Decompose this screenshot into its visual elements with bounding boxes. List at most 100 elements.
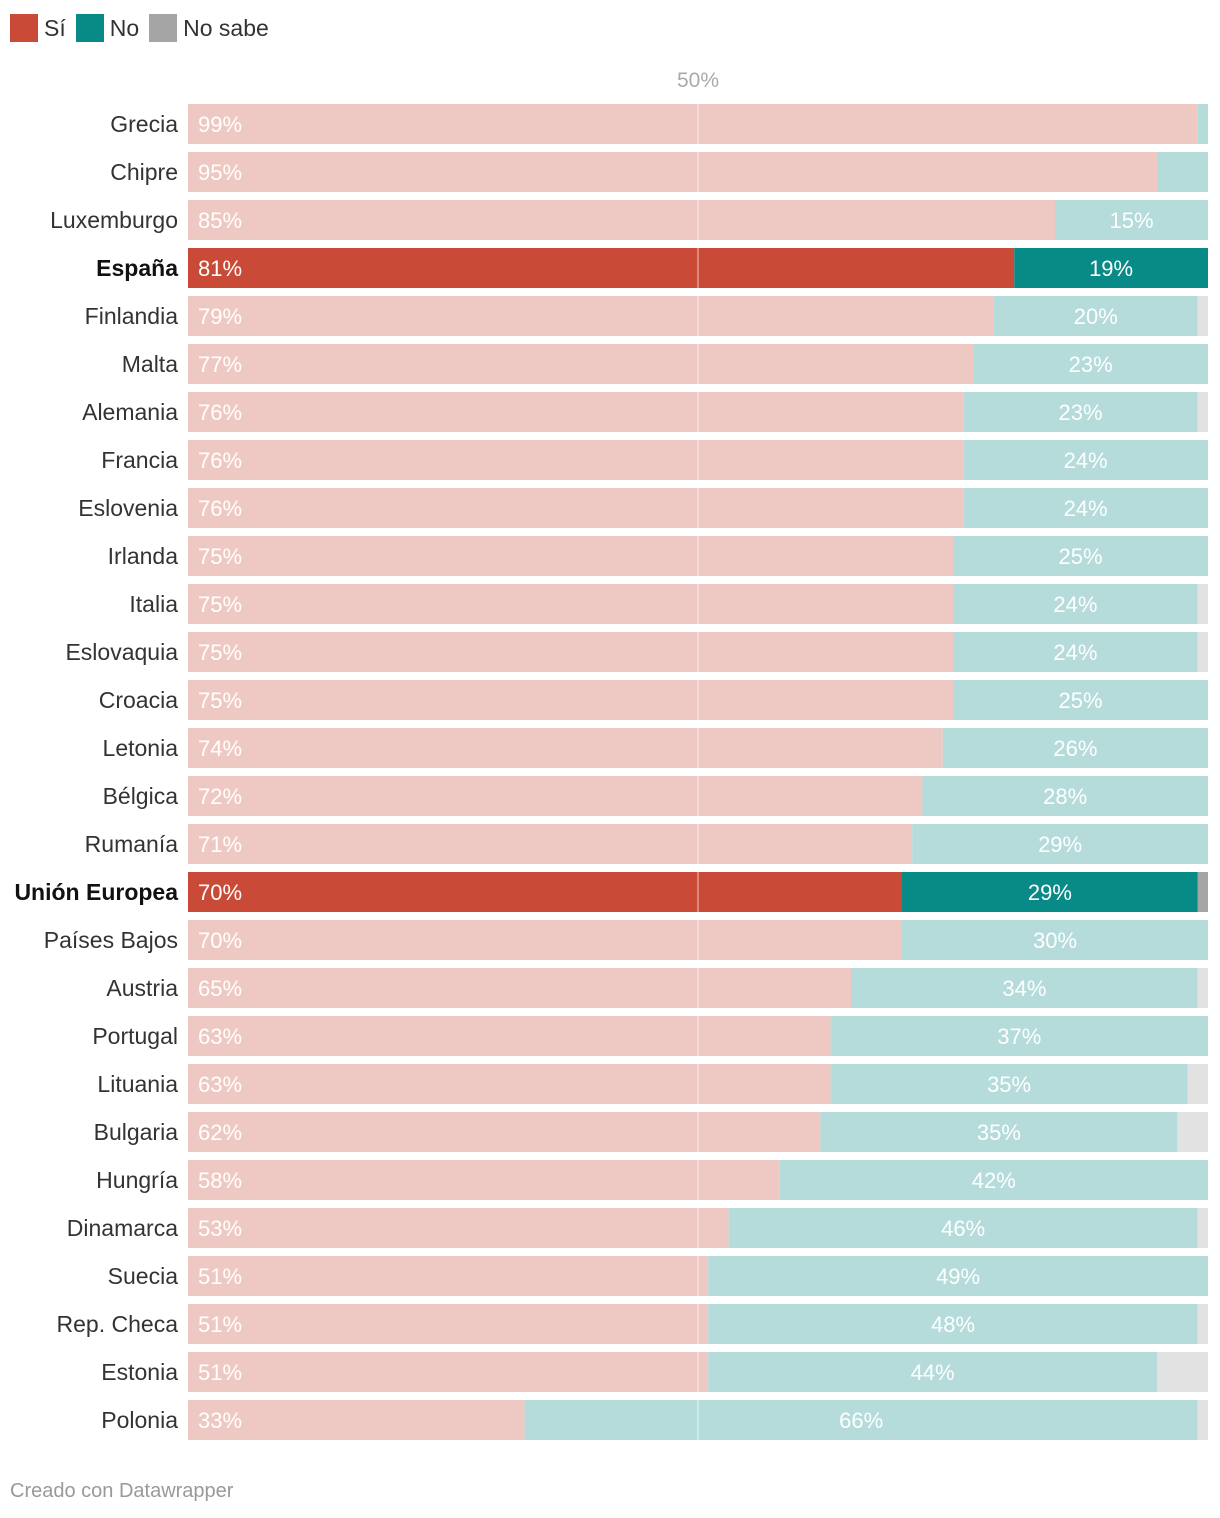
value-label-si-rep-checa: 51% [198, 1312, 242, 1337]
value-label-no-lituania: 35% [987, 1072, 1031, 1097]
category-label-portugal: Portugal [92, 1023, 178, 1049]
bar-no-polonia [524, 1400, 1198, 1440]
bar-si-hungria [188, 1160, 780, 1200]
category-label-italia: Italia [129, 591, 178, 617]
value-label-si-estonia: 51% [198, 1360, 242, 1385]
value-label-si-bulgaria: 62% [198, 1120, 242, 1145]
footer-credit: Creado con Datawrapper [10, 1480, 234, 1502]
value-label-no-finlandia: 20% [1074, 304, 1118, 329]
value-label-si-belgica: 72% [198, 784, 242, 809]
value-label-no-irlanda: 25% [1058, 544, 1102, 569]
value-label-no-dinamarca: 46% [941, 1216, 985, 1241]
category-label-rumania: Rumanía [85, 831, 179, 857]
value-label-si-portugal: 63% [198, 1024, 242, 1049]
value-label-no-alemania: 23% [1058, 400, 1102, 425]
bar-si-irlanda [188, 536, 953, 576]
value-label-si-eslovenia: 76% [198, 496, 242, 521]
category-label-union-europea: Unión Europea [14, 879, 178, 905]
bar-no-italia [953, 584, 1198, 624]
category-label-bulgaria: Bulgaria [94, 1119, 179, 1145]
category-label-grecia: Grecia [110, 111, 178, 137]
bar-no-lituania [830, 1064, 1188, 1104]
category-label-rep-checa: Rep. Checa [57, 1311, 179, 1337]
value-label-no-portugal: 37% [997, 1024, 1041, 1049]
bar-si-lituania [188, 1064, 831, 1104]
legend: Sí No No sabe [10, 12, 279, 44]
value-label-si-italia: 75% [198, 592, 242, 617]
bar-si-portugal [188, 1016, 831, 1056]
category-label-paises-bajos: Países Bajos [44, 927, 178, 953]
value-label-si-union-europea: 70% [198, 880, 242, 905]
bar-si-suecia [188, 1256, 709, 1296]
bar-no-eslovaquia [953, 632, 1198, 672]
bar-no-dinamarca [728, 1208, 1198, 1248]
value-label-si-croacia: 75% [198, 688, 242, 713]
category-label-estonia: Estonia [101, 1359, 178, 1385]
bar-no-chipre [1157, 152, 1208, 192]
category-label-hungria: Hungría [96, 1167, 178, 1193]
bar-no-rumania [912, 824, 1208, 864]
bar-no-sabe-rep-checa [1197, 1304, 1208, 1344]
bar-no-finlandia [993, 296, 1198, 336]
bar-si-rep-checa [188, 1304, 709, 1344]
bar-no-grecia [1197, 104, 1208, 144]
value-label-si-chipre: 95% [198, 160, 242, 185]
bar-no-hungria [779, 1160, 1208, 1200]
value-label-no-estonia: 44% [911, 1360, 955, 1385]
bar-si-luxemburgo [188, 200, 1055, 240]
legend-item-si: Sí [10, 14, 66, 42]
value-label-si-suecia: 51% [198, 1264, 242, 1289]
category-label-letonia: Letonia [103, 735, 179, 761]
category-label-chipre: Chipre [110, 159, 178, 185]
value-label-si-letonia: 74% [198, 736, 242, 761]
bar-si-finlandia [188, 296, 994, 336]
value-label-no-espana: 19% [1089, 256, 1133, 281]
value-label-si-austria: 65% [198, 976, 242, 1001]
value-label-si-alemania: 76% [198, 400, 242, 425]
bar-si-francia [188, 440, 964, 480]
value-label-no-polonia: 66% [839, 1408, 883, 1433]
bar-no-sabe-union-europea [1197, 872, 1208, 912]
value-label-no-letonia: 26% [1053, 736, 1097, 761]
bar-no-luxemburgo [1055, 200, 1208, 240]
value-label-no-hungria: 42% [972, 1168, 1016, 1193]
legend-label-no-sabe: No sabe [183, 14, 269, 41]
bar-si-alemania [188, 392, 964, 432]
bar-si-eslovenia [188, 488, 964, 528]
bar-no-malta [973, 344, 1208, 384]
bar-no-francia [963, 440, 1208, 480]
bar-no-sabe-bulgaria [1177, 1112, 1208, 1152]
bar-no-alemania [963, 392, 1198, 432]
bar-si-letonia [188, 728, 943, 768]
bar-si-belgica [188, 776, 923, 816]
bar-no-rep-checa [708, 1304, 1198, 1344]
bar-si-rumania [188, 824, 913, 864]
bar-no-austria [851, 968, 1198, 1008]
value-label-si-francia: 76% [198, 448, 242, 473]
category-label-eslovaquia: Eslovaquia [65, 639, 178, 665]
value-label-no-suecia: 49% [936, 1264, 980, 1289]
value-label-si-malta: 77% [198, 352, 242, 377]
bar-no-sabe-polonia [1197, 1400, 1208, 1440]
bar-no-sabe-austria [1197, 968, 1208, 1008]
bar-no-suecia [708, 1256, 1208, 1296]
bar-si-austria [188, 968, 851, 1008]
bar-no-sabe-lituania [1187, 1064, 1208, 1104]
category-label-luxemburgo: Luxemburgo [50, 207, 178, 233]
bar-si-bulgaria [188, 1112, 821, 1152]
legend-item-no-sabe: No sabe [149, 14, 269, 42]
bar-no-belgica [922, 776, 1208, 816]
bar-no-sabe-eslovaquia [1197, 632, 1208, 672]
category-label-croacia: Croacia [99, 687, 178, 713]
category-label-lituania: Lituania [97, 1071, 178, 1097]
bar-no-sabe-alemania [1197, 392, 1208, 432]
bar-no-paises-bajos [902, 920, 1208, 960]
value-label-si-espana: 81% [198, 256, 242, 281]
bar-no-sabe-finlandia [1197, 296, 1208, 336]
category-label-dinamarca: Dinamarca [67, 1215, 178, 1241]
value-label-si-rumania: 71% [198, 832, 242, 857]
bar-no-bulgaria [820, 1112, 1178, 1152]
bar-no-union-europea [902, 872, 1198, 912]
value-label-si-luxemburgo: 85% [198, 208, 242, 233]
category-label-belgica: Bélgica [103, 783, 179, 809]
